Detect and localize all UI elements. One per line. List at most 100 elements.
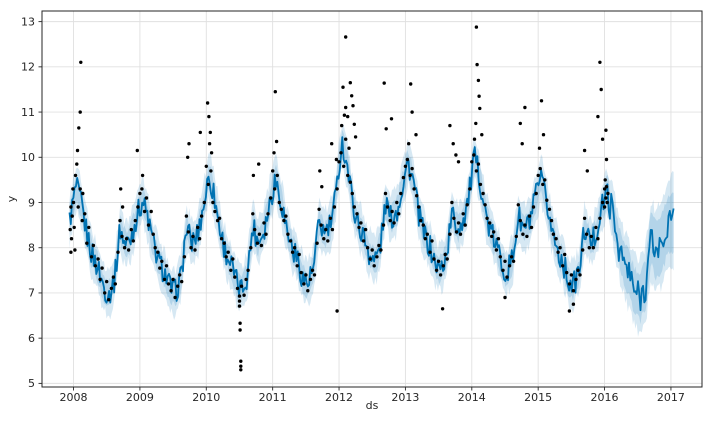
data-point (604, 128, 608, 132)
data-point (503, 259, 507, 263)
data-point (138, 191, 142, 196)
data-point (246, 268, 250, 272)
data-point (441, 264, 445, 268)
data-point (122, 246, 127, 250)
data-point (69, 250, 73, 254)
data-point (238, 321, 242, 325)
data-point (140, 173, 145, 178)
data-point (244, 277, 248, 282)
data-point (472, 137, 477, 141)
data-point (428, 250, 432, 254)
data-point (606, 191, 610, 196)
data-point (410, 166, 414, 171)
data-point (518, 218, 522, 223)
data-point (237, 304, 242, 308)
data-point (419, 218, 423, 223)
data-point (525, 234, 529, 239)
data-point (342, 113, 347, 117)
data-point (377, 243, 381, 248)
data-point (242, 293, 246, 297)
data-point (253, 227, 257, 232)
data-point (304, 273, 308, 277)
data-point (142, 209, 147, 214)
data-point (209, 151, 214, 155)
data-point (133, 218, 137, 223)
data-point (574, 277, 578, 282)
data-point (120, 234, 124, 239)
data-point (350, 191, 354, 196)
data-point (561, 264, 565, 268)
data-point (297, 252, 301, 257)
data-point (264, 232, 268, 236)
data-point (158, 266, 162, 270)
data-point (485, 216, 489, 220)
data-point (269, 196, 273, 200)
data-point (408, 173, 412, 178)
data-point (73, 248, 77, 252)
data-point (545, 198, 549, 202)
data-point (113, 282, 118, 286)
data-point (348, 81, 352, 85)
data-point (368, 257, 372, 261)
data-point (421, 223, 425, 227)
data-point (207, 114, 211, 119)
data-point (186, 155, 190, 159)
data-point (450, 200, 454, 205)
data-point (238, 328, 242, 332)
data-point (330, 227, 335, 232)
data-point (432, 257, 436, 261)
data-point (603, 178, 607, 182)
data-point (239, 359, 243, 363)
data-point (478, 106, 482, 111)
data-point (319, 223, 323, 227)
data-point (72, 225, 76, 230)
x-tick-label-2014: 2014 (458, 391, 486, 404)
data-point (529, 225, 534, 230)
data-point (539, 99, 544, 103)
data-point (292, 246, 297, 250)
scatter-points (68, 25, 610, 372)
data-point (302, 282, 306, 286)
x-tick-label-2015: 2015 (524, 391, 552, 404)
data-point (598, 216, 602, 220)
data-point (118, 218, 122, 223)
data-point (344, 137, 348, 141)
data-point (146, 223, 151, 227)
data-point (541, 133, 546, 137)
data-point (567, 282, 572, 286)
data-point (440, 307, 445, 311)
data-point (187, 142, 191, 146)
data-point (222, 241, 226, 245)
data-point (498, 255, 502, 259)
data-point (129, 227, 133, 232)
data-point (538, 166, 542, 171)
data-point (541, 182, 545, 187)
data-point (543, 178, 547, 182)
data-point (505, 275, 509, 279)
data-point (144, 196, 149, 200)
y-tick-label-11: 11 (21, 106, 35, 119)
data-point (389, 117, 394, 121)
data-point (417, 205, 421, 209)
data-point (582, 148, 587, 153)
data-point (73, 173, 78, 178)
data-point (602, 187, 607, 191)
data-point (383, 191, 388, 196)
data-point (477, 94, 481, 98)
data-point (204, 164, 208, 168)
data-point (266, 212, 270, 216)
data-point (589, 234, 593, 239)
data-point (516, 203, 520, 207)
data-point (75, 148, 80, 153)
data-point (602, 205, 607, 209)
data-point (454, 153, 458, 157)
data-point (98, 277, 102, 282)
data-point (430, 239, 434, 243)
data-point (401, 175, 406, 180)
y-tick-label-7: 7 (28, 287, 35, 300)
data-point (381, 223, 386, 227)
data-point (262, 221, 266, 225)
data-point (186, 230, 191, 234)
data-point (229, 268, 233, 272)
data-point (604, 157, 609, 162)
